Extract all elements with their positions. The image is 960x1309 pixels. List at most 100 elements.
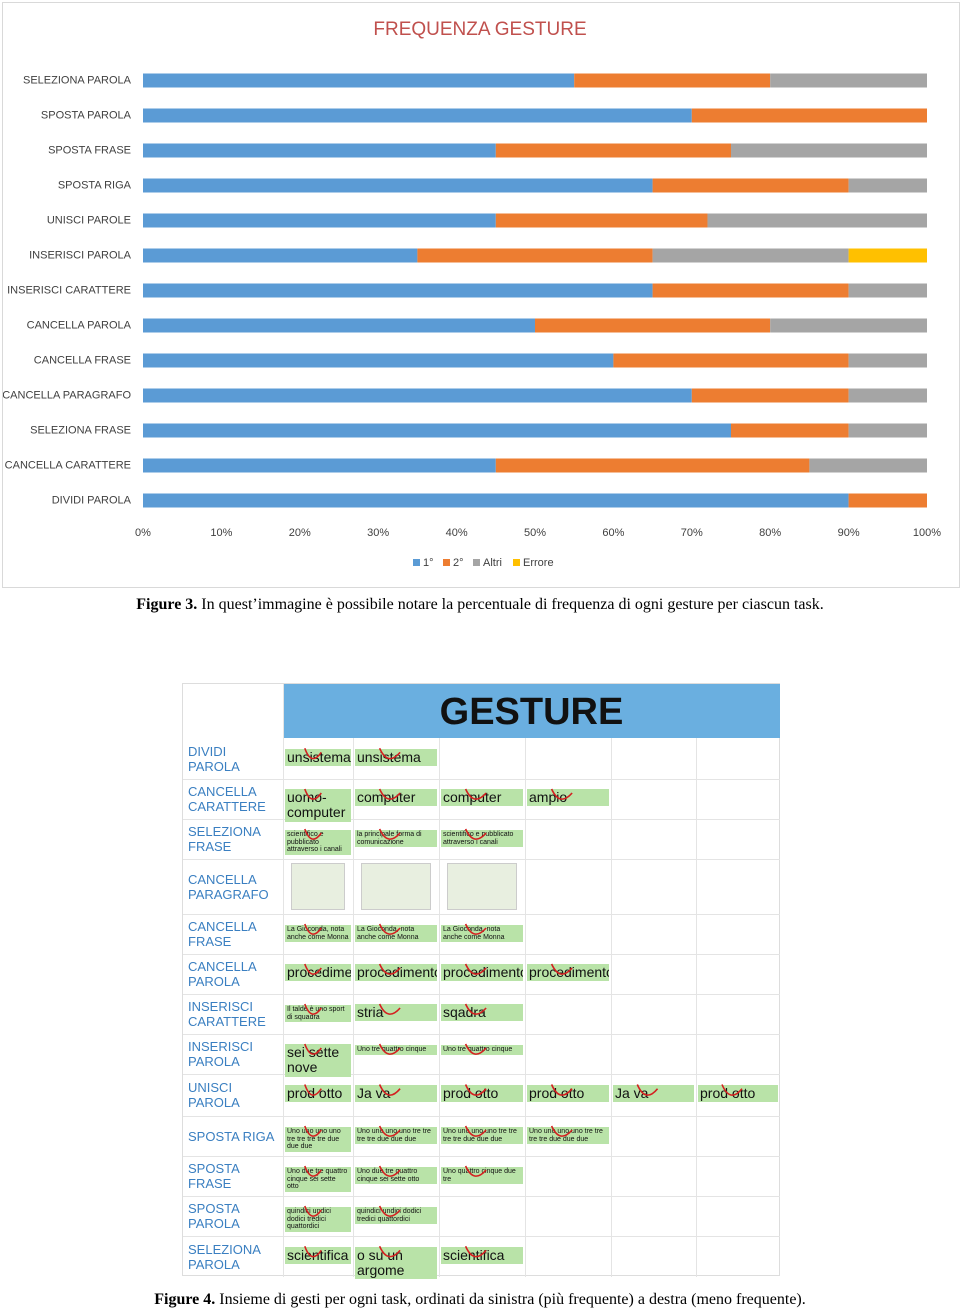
gesture-stroke: [304, 747, 322, 760]
paragraph-thumb: [361, 863, 431, 910]
bar-segment: [848, 493, 927, 508]
bar-segment: [848, 283, 927, 298]
gesture-stroke: [464, 1084, 487, 1096]
y-tick-label: UNISCI PAROLE: [47, 214, 131, 226]
task-line: PAROLA: [188, 974, 240, 989]
legend-label: Altri: [483, 557, 502, 569]
row-line: [183, 1116, 780, 1117]
task-line: PAROLA: [188, 1095, 240, 1110]
task-line: SPOSTA: [188, 1161, 240, 1176]
task-line: CANCELLA: [188, 919, 257, 934]
task-line: FRASE: [188, 839, 232, 854]
bar-segment: [707, 213, 927, 228]
gesture-thumb: o su un argome: [355, 1246, 437, 1280]
gesture-stroke: [304, 1125, 322, 1137]
task-line: INSERISCI: [188, 1039, 254, 1054]
gesture-thumb: Uno uno uno uno tre tre tre tre due due …: [527, 1127, 609, 1145]
gesture-thumb: ampio: [527, 789, 609, 807]
x-tick-label: 40%: [446, 527, 468, 539]
gesture-thumb: Uno uno uno uno tre tre tre tre due due …: [355, 1127, 437, 1145]
task-line: CARATTERE: [188, 1014, 266, 1029]
row-line: [183, 994, 780, 995]
row-line: [183, 779, 780, 780]
stroke: [464, 963, 487, 975]
gesture-stroke: [378, 828, 401, 840]
col-line: [439, 738, 440, 1277]
task-line: PAROLA: [188, 1054, 240, 1069]
stroke: [464, 1125, 487, 1137]
legend-label: Errore: [523, 557, 554, 569]
task-label: CANCELLA FRASE: [188, 919, 280, 949]
task-label: INSERISCI PAROLA: [188, 1039, 280, 1069]
y-tick-label: SPOSTA FRASE: [48, 144, 131, 156]
bar-segment: [652, 248, 849, 263]
x-tick-label: 80%: [759, 527, 781, 539]
task-label: SELEZIONA FRASE: [188, 824, 280, 854]
task-line: CARATTERE: [188, 799, 266, 814]
x-tick-label: 30%: [367, 527, 389, 539]
stroke: [304, 1125, 322, 1137]
stroke: [304, 747, 322, 760]
gesture-stroke: [378, 1003, 401, 1015]
y-tick-label: SELEZIONA FRASE: [30, 424, 131, 436]
bar-segment: [848, 353, 927, 368]
stroke: [378, 1084, 401, 1096]
gesture-stroke: [378, 747, 401, 760]
y-tick-label: SELEZIONA PAROLA: [23, 74, 132, 86]
gesture-stroke: [304, 788, 322, 800]
gesture-stroke: [378, 1084, 401, 1096]
stroke: [304, 1043, 322, 1055]
task-label: CANCELLA CARATTERE: [188, 784, 280, 814]
stroke: [304, 1205, 322, 1217]
bar-segment: [143, 248, 418, 263]
caption-label: Figure 4.: [154, 1291, 216, 1308]
gesture-stroke: [721, 1084, 743, 1096]
y-tick-label: DIVIDI PAROLA: [52, 494, 132, 506]
gesture-stroke: [304, 1165, 322, 1177]
gesture-thumb: Uno due tre quattro cinque sei sette ott…: [285, 1167, 351, 1193]
bar-segment: [143, 458, 496, 473]
col-line: [525, 738, 526, 1277]
legend-swatch: [513, 559, 520, 566]
bar-segment: [535, 318, 771, 333]
x-tick-label: 20%: [289, 527, 311, 539]
stroke: [378, 1043, 401, 1055]
bar-segment: [574, 73, 771, 88]
gesture-stroke: [464, 1125, 487, 1137]
gesture-thumb: La Gioconda, nota anche come Monna: [285, 925, 351, 943]
task-line: PAROLA: [188, 758, 240, 774]
x-tick-label: 60%: [602, 527, 624, 539]
gesture-stroke: [464, 788, 487, 800]
stroke: [550, 1084, 573, 1096]
stroke: [636, 1084, 659, 1096]
task-label: INSERISCI CARATTERE: [188, 999, 280, 1029]
x-tick-label: 50%: [524, 527, 546, 539]
legend-swatch: [413, 559, 420, 566]
task-line: FRASE: [188, 1176, 232, 1191]
gesture-thumb: scientifico e pubblicato attraverso i ca…: [441, 830, 523, 848]
stroke: [550, 788, 573, 800]
gesture-stroke: [304, 1245, 322, 1258]
gesture-stroke: [304, 1003, 322, 1015]
bar-segment: [691, 108, 927, 123]
task-line: SPOSTA RIGA: [188, 1128, 275, 1144]
bar-segment: [731, 143, 927, 158]
task-label: SELEZIONA PAROLA: [188, 1242, 280, 1272]
stroke: [378, 747, 401, 760]
bar-segment: [495, 143, 731, 158]
stroke: [304, 828, 322, 840]
caption-label: Figure 3.: [136, 596, 198, 613]
x-tick-label: 0%: [135, 527, 151, 539]
gesture-stroke: [550, 1125, 573, 1137]
row-line: [183, 1196, 780, 1197]
gesture-stroke: [378, 963, 401, 975]
row-line: [183, 1236, 780, 1237]
bar-segment: [143, 178, 653, 193]
gesture-stroke: [304, 923, 322, 935]
x-tick-label: 70%: [681, 527, 703, 539]
task-line: FRASE: [188, 934, 232, 949]
x-tick-label: 90%: [838, 527, 860, 539]
row-line: [183, 954, 780, 955]
stroke: [304, 923, 322, 935]
stroke: [378, 963, 401, 975]
